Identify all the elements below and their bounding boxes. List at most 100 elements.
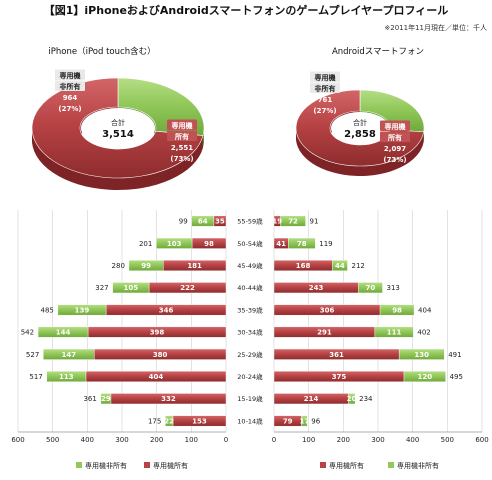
total-label: 491: [448, 351, 461, 359]
donut-label-box: [55, 69, 85, 80]
legend-swatch: [388, 462, 394, 468]
pyramid-row: 40-44歳 222 105 327 243 70 313: [95, 282, 400, 294]
category-label: 40-44歳: [237, 283, 263, 292]
pyramid-row: 25-29歳 380 147 527 361 130 491: [26, 348, 462, 360]
pyramid-row: 15-19歳 332 29 361 214 20 234: [83, 393, 373, 405]
data-label: 181: [187, 262, 202, 270]
donut-label-text: 761: [318, 96, 333, 104]
total-label: 280: [112, 262, 125, 270]
donut-total-label: 合計: [353, 118, 367, 127]
category-label: 35-39歳: [237, 305, 263, 314]
donut-total-value: 2,858: [344, 129, 376, 140]
category-label: 25-29歳: [237, 350, 263, 359]
data-label: 346: [159, 306, 174, 314]
x-tick-label-left: 500: [46, 436, 59, 444]
bar-right-nonowner: [358, 282, 383, 294]
data-label: 113: [59, 373, 74, 381]
data-label: 291: [317, 329, 332, 337]
bar-left-nonowner: [100, 393, 112, 405]
data-label: 375: [332, 373, 347, 381]
data-label: 105: [124, 284, 139, 292]
donut-label-text: 所有: [388, 133, 402, 142]
pyramid-ticks: 600 500 400 300 200 100 0 0 100 200 300 400 500 600: [11, 436, 488, 444]
data-label: 98: [392, 306, 402, 314]
total-label: 404: [418, 306, 432, 314]
x-tick-label-left: 300: [115, 436, 128, 444]
x-tick-label-right: 100: [302, 436, 315, 444]
legend-swatch: [320, 462, 326, 468]
donut-label-text: 専用機: [315, 73, 336, 82]
x-tick-label-right: 0: [272, 436, 276, 444]
pyramid-row: 55-59歳 35 64 99 19 72 91: [179, 215, 318, 227]
donut-label-text: 非所有: [60, 82, 81, 91]
pyramid-row: 45-49歳 181 99 280 168 44 212: [112, 260, 365, 271]
category-label: 20-24歳: [237, 372, 263, 381]
pyramid-row: 50-54歳 98 103 201 41 78 119: [139, 237, 333, 249]
data-label: 214: [304, 395, 319, 403]
donut-hole: [81, 108, 155, 148]
total-label: 495: [450, 373, 463, 381]
chart-title: 【図1】iPhoneおよびAndroidスマートフォンのゲームプレイヤープロフィ…: [44, 3, 448, 17]
total-label: 527: [26, 351, 39, 359]
donut-label-text: 専用機: [172, 121, 193, 130]
total-label: 517: [29, 373, 42, 381]
data-label: 99: [141, 262, 151, 270]
data-label: 130: [414, 351, 429, 359]
donut-label-text: 所有: [175, 132, 189, 141]
bar-left-nonowner: [57, 304, 107, 316]
bar-left-nonowner: [112, 282, 150, 294]
legend: 専用機所有 専用機非所有: [320, 461, 439, 470]
data-label: 153: [192, 417, 207, 425]
donut-label-text: (27%): [58, 105, 81, 113]
data-label: 144: [56, 329, 71, 337]
data-label: 35: [215, 218, 225, 226]
donut-hole: [331, 112, 389, 144]
category-label: 50-54歳: [237, 239, 263, 248]
total-label: 96: [311, 417, 320, 425]
data-label: 361: [329, 351, 344, 359]
x-tick-label-left: 200: [150, 436, 163, 444]
total-label: 485: [40, 306, 53, 314]
category-label: 45-49歳: [237, 261, 263, 270]
bar-right-nonowner: [403, 371, 446, 382]
bar-left-nonowner: [43, 348, 95, 360]
donut-slice-label: 専用機非所有 761 (27%): [310, 71, 340, 115]
data-label: 139: [75, 306, 90, 314]
data-label: 98: [204, 240, 214, 248]
x-tick-label-right: 400: [406, 436, 419, 444]
data-label: 147: [61, 351, 76, 359]
data-label: 111: [387, 329, 402, 337]
donut-total-label: 合計: [111, 118, 125, 127]
donut-chart-1: Androidスマートフォン合計2,858専用機非所有761(27%)専用機所有…: [295, 47, 425, 176]
bar-right-nonowner: [301, 415, 308, 427]
donut-chart-0: iPhone（iPod touch含む）合計3,514専用機非所有964(27%…: [31, 46, 205, 190]
x-tick-label-right: 600: [475, 436, 488, 444]
bar-right-nonowner: [347, 393, 356, 405]
total-label: 542: [21, 329, 34, 337]
category-label: 30-34歳: [237, 328, 263, 337]
donut-label-box: [310, 71, 340, 82]
data-label: 243: [309, 284, 324, 292]
pyramid-row: 35-39歳 346 139 485 306 98 404: [40, 304, 432, 316]
x-tick-label-right: 200: [337, 436, 350, 444]
data-label: 168: [296, 262, 311, 270]
donut-label-text: 964: [63, 94, 78, 102]
bar-left-nonowner: [165, 415, 174, 427]
total-label: 234: [359, 395, 373, 403]
donut-label-box: [380, 131, 410, 142]
data-label: 78: [297, 240, 307, 248]
x-tick-label-left: 100: [185, 436, 198, 444]
data-label: 19: [272, 218, 282, 226]
legend-swatch: [76, 462, 82, 468]
data-label: 72: [288, 218, 298, 226]
pyramid-chart: 600 500 400 300 200 100 0 0 100 200 300 400 500 600 55…: [11, 210, 489, 470]
data-label: 103: [167, 240, 182, 248]
bar-right-nonowner: [332, 260, 348, 271]
data-label: 398: [150, 329, 165, 337]
data-label: 44: [335, 262, 345, 270]
donut-slice: [295, 89, 425, 167]
total-label: 212: [351, 262, 364, 270]
total-label: 402: [417, 329, 430, 337]
